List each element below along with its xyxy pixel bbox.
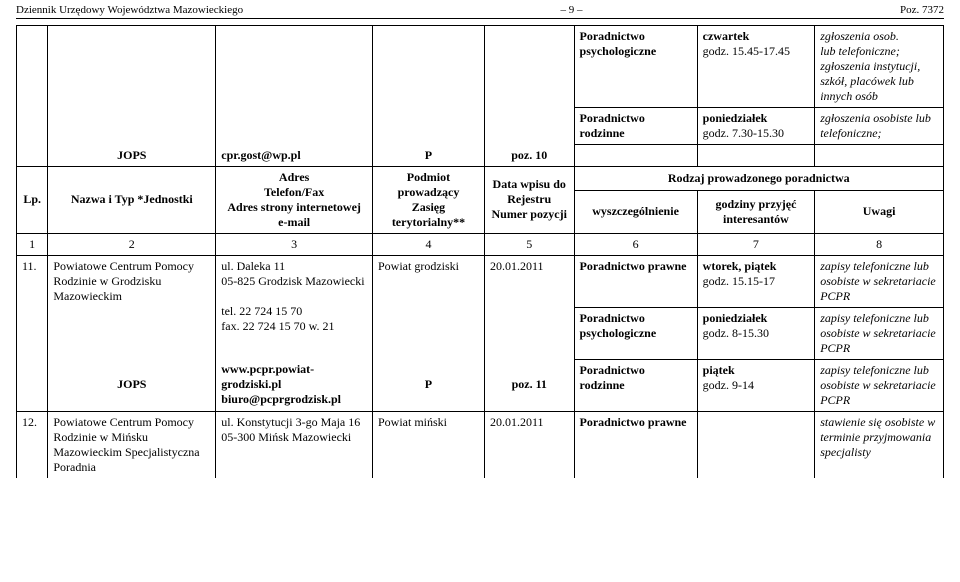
- jops-c7: [697, 145, 815, 167]
- row11-jops: JOPS: [48, 359, 216, 411]
- head-lp: Lp.: [17, 166, 48, 233]
- row12-s1-c6: Poradnictwo prawne: [574, 411, 697, 478]
- cont-r2-c8: zgłoszenia osobiste lub telefoniczne;: [815, 108, 944, 145]
- head-podmiot: Podmiot prowadzący Zasięg terytorialny**: [373, 166, 485, 233]
- head-data: Data wpisu do Rejestru Numer pozycji: [484, 166, 574, 233]
- row11-s2-c7: poniedziałek godz. 8-15.30: [697, 307, 815, 359]
- row11-s3-c7: piątek godz. 9-14: [697, 359, 815, 411]
- row11-nazwa: Powiatowe Centrum Pomocy Rodzinie w Grod…: [48, 255, 216, 359]
- row12-lp: 12.: [17, 411, 48, 478]
- cont-r1-c6: Poradnictwo psychologiczne: [574, 26, 697, 108]
- row12-nazwa: Powiatowe Centrum Pomocy Rodzinie w Mińs…: [48, 411, 216, 478]
- row11-s1-c8: zapisy telefoniczne lub osobiste w sekre…: [815, 255, 944, 307]
- row11-podmiot: Powiat grodziski: [373, 255, 485, 359]
- cont-r2-c7: poniedziałek godz. 7.30-15.30: [697, 108, 815, 145]
- row11-s3-c8: zapisy telefoniczne lub osobiste w sekre…: [815, 359, 944, 411]
- numrow-6: 6: [574, 233, 697, 255]
- head-rodzaj: Rodzaj prowadzonego poradnictwa: [574, 166, 943, 191]
- cpr-email: cpr.gost@wp.pl: [216, 145, 373, 167]
- row12-data: 20.01.2011: [484, 411, 574, 478]
- jops-c8: [815, 145, 944, 167]
- numrow-8: 8: [815, 233, 944, 255]
- row12-s1-c8: stawienie się osobiste w terminie przyjm…: [815, 411, 944, 478]
- numrow-3: 3: [216, 233, 373, 255]
- head-uwagi: Uwagi: [815, 191, 944, 233]
- row12-podmiot: Powiat miński: [373, 411, 485, 478]
- header-right: Poz. 7372: [900, 4, 944, 16]
- row12-s1-c7: [697, 411, 815, 478]
- jops-c1: [17, 145, 48, 167]
- row11-s3-c6: Poradnictwo rodzinne: [574, 359, 697, 411]
- head-godz: godziny przyjęć interesantów: [697, 191, 815, 233]
- page-header: Dziennik Urzędowy Województwa Mazowiecki…: [0, 0, 960, 18]
- row11-adres: ul. Daleka 11 05-825 Grodzisk Mazowiecki…: [216, 255, 373, 359]
- cont-c5: [484, 26, 574, 145]
- row11-s1-c7: wtorek, piątek godz. 15.15-17: [697, 255, 815, 307]
- row11-p: P: [373, 359, 485, 411]
- row11-data: 20.01.2011: [484, 255, 574, 359]
- jops-label: JOPS: [48, 145, 216, 167]
- cont-r2-c6: Poradnictwo rodzinne: [574, 108, 697, 145]
- row12-adres: ul. Konstytucji 3-go Maja 16 05-300 Mińs…: [216, 411, 373, 478]
- numrow-5: 5: [484, 233, 574, 255]
- cont-c1: [17, 26, 48, 145]
- head-wysz: wyszczególnienie: [574, 191, 697, 233]
- cont-c2: [48, 26, 216, 145]
- row11-adres-bottom: www.pcpr.powiat-grodziski.pl biuro@pcprg…: [216, 359, 373, 411]
- cont-c4: [373, 26, 485, 145]
- numrow-7: 7: [697, 233, 815, 255]
- row11-s2-c6: Poradnictwo psychologiczne: [574, 307, 697, 359]
- row11-poz: poz. 11: [484, 359, 574, 411]
- numrow-4: 4: [373, 233, 485, 255]
- row11-s1-c6: Poradnictwo prawne: [574, 255, 697, 307]
- cont-r1-c7: czwartek godz. 15.45-17.45: [697, 26, 815, 108]
- row11-lp: 11.: [17, 255, 48, 411]
- header-rule: [16, 18, 944, 19]
- cont-c3: [216, 26, 373, 145]
- header-left: Dziennik Urzędowy Województwa Mazowiecki…: [16, 4, 243, 16]
- head-nazwa: Nazwa i Typ *Jednostki: [48, 166, 216, 233]
- jops-c6: [574, 145, 697, 167]
- head-adres: Adres Telefon/Fax Adres strony interneto…: [216, 166, 373, 233]
- row11-s2-c8: zapisy telefoniczne lub osobiste w sekre…: [815, 307, 944, 359]
- header-center: – 9 –: [561, 4, 583, 16]
- numrow-1: 1: [17, 233, 48, 255]
- numrow-2: 2: [48, 233, 216, 255]
- cont-r1-c8: zgłoszenia osob. lub telefoniczne; zgłos…: [815, 26, 944, 108]
- jops-poz10: poz. 10: [484, 145, 574, 167]
- jops-p: P: [373, 145, 485, 167]
- main-table: Poradnictwo psychologiczne czwartek godz…: [16, 25, 944, 478]
